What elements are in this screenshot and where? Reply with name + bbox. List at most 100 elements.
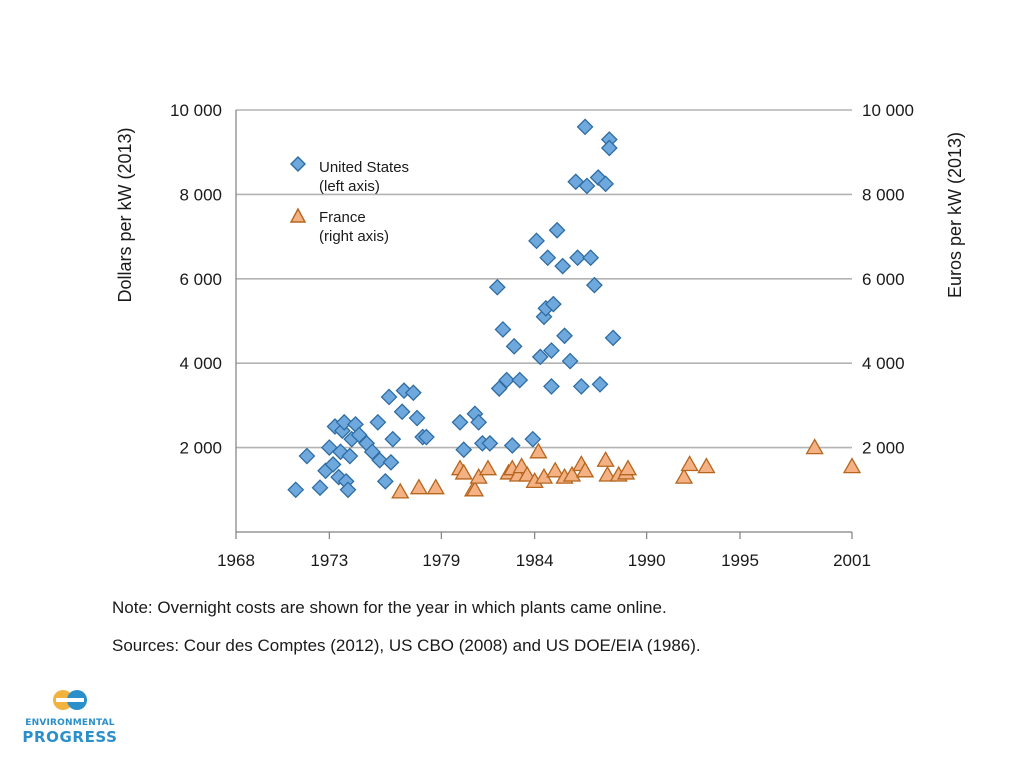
france-point — [805, 438, 824, 455]
france-point — [674, 467, 694, 484]
us-point — [591, 375, 609, 393]
us-point — [371, 451, 389, 469]
y-ticks-right: 2 000 4 000 6 000 8 000 10 000 — [862, 101, 914, 458]
x-tick-label: 1968 — [217, 551, 255, 570]
legend-diamond-icon — [290, 156, 306, 172]
y-axis-title-right: Euros per kW (2013) — [945, 132, 965, 298]
us-point — [339, 481, 357, 499]
logo-word-environmental: ENVIRONMENTAL — [25, 718, 115, 728]
france-point — [546, 461, 565, 478]
y-tick-label-right: 2 000 — [862, 439, 905, 458]
us-point — [335, 413, 353, 431]
us-point — [597, 175, 615, 193]
us-point — [561, 352, 579, 370]
x-ticks: 1968 1973 1979 1984 1990 1995 2001 — [217, 532, 871, 570]
y-tick-label-left: 8 000 — [179, 185, 222, 204]
france-point — [518, 465, 537, 482]
y-tick-label-right: 8 000 — [862, 185, 905, 204]
us-point — [503, 437, 521, 454]
us-point — [330, 468, 348, 486]
france-point — [391, 482, 410, 499]
environmental-progress-logo: ENVIRONMENTAL PROGRESS — [22, 688, 118, 748]
us-point — [531, 348, 549, 366]
france-point — [469, 467, 488, 484]
x-tick-label: 1979 — [422, 551, 460, 570]
us-point — [585, 276, 603, 294]
france-point — [680, 455, 699, 472]
us-point — [539, 249, 557, 267]
us-point — [382, 453, 400, 471]
legend-us-line2: (left axis) — [319, 178, 380, 195]
us-point — [543, 342, 560, 359]
france-point — [465, 480, 485, 497]
y-tick-label-right: 6 000 — [862, 270, 905, 289]
us-point — [393, 403, 411, 421]
us-point — [408, 409, 426, 427]
france-point — [478, 459, 498, 476]
gridlines — [236, 109, 852, 449]
us-point — [498, 371, 516, 389]
series-united-states — [287, 118, 622, 499]
france-point — [618, 459, 638, 476]
us-point — [380, 388, 398, 406]
us-point — [451, 413, 469, 431]
france-point — [697, 457, 716, 474]
us-point — [576, 118, 594, 136]
scatter-chart: 2 000 4 000 6 000 8 000 10 000 2 000 4 000 6 0… — [115, 101, 965, 570]
us-point — [311, 479, 329, 497]
france-point — [596, 450, 615, 467]
y-tick-label-left: 2 000 — [179, 439, 222, 458]
legend-us-line1: United States — [319, 159, 409, 176]
france-point — [842, 457, 862, 474]
y-tick-label-right: 10 000 — [862, 101, 914, 120]
ep-monogram-icon — [53, 690, 87, 710]
france-point — [454, 463, 473, 480]
us-point — [369, 413, 387, 431]
axes — [235, 110, 852, 533]
us-point — [528, 232, 545, 250]
y-tick-label-left: 6 000 — [179, 270, 222, 289]
us-point — [470, 413, 488, 431]
x-tick-label: 1990 — [628, 551, 666, 570]
us-point — [556, 327, 573, 345]
us-point — [341, 447, 359, 465]
us-point — [488, 278, 506, 296]
x-tick-label: 1973 — [310, 551, 348, 570]
us-point — [324, 456, 342, 473]
us-point — [572, 377, 590, 395]
us-point — [548, 221, 566, 239]
y-tick-label-left: 10 000 — [170, 101, 222, 120]
us-point — [455, 441, 473, 459]
us-point — [578, 177, 596, 195]
y-tick-label-right: 4 000 — [862, 354, 905, 373]
chart-note: Note: Overnight costs are shown for the … — [112, 598, 667, 617]
x-tick-label: 2001 — [833, 551, 871, 570]
us-point — [376, 472, 394, 490]
us-point — [494, 321, 512, 338]
y-tick-label-left: 4 000 — [179, 354, 222, 373]
us-point — [544, 295, 562, 313]
us-point — [511, 371, 529, 389]
y-ticks-left: 2 000 4 000 6 000 8 000 10 000 — [170, 101, 222, 458]
france-point — [409, 478, 429, 495]
us-point — [604, 329, 622, 347]
france-point — [575, 461, 595, 478]
logo-word-progress: PROGRESS — [22, 728, 118, 746]
x-tick-label: 1995 — [721, 551, 759, 570]
us-point — [600, 139, 618, 157]
us-point — [481, 434, 499, 452]
france-point — [426, 478, 445, 495]
legend: United States (left axis) France (right … — [289, 156, 409, 245]
x-tick-label: 1984 — [516, 551, 554, 570]
chart-sources: Sources: Cour des Comptes (2012), US CBO… — [112, 636, 701, 655]
us-point — [569, 249, 587, 267]
us-point — [543, 377, 560, 395]
us-point — [582, 249, 600, 267]
us-point — [287, 481, 305, 499]
france-point — [598, 465, 617, 482]
france-point — [562, 465, 582, 482]
us-point — [298, 447, 316, 465]
legend-triangle-icon — [289, 207, 307, 223]
y-axis-title-left: Dollars per kW (2013) — [115, 127, 135, 302]
us-point — [417, 428, 435, 446]
